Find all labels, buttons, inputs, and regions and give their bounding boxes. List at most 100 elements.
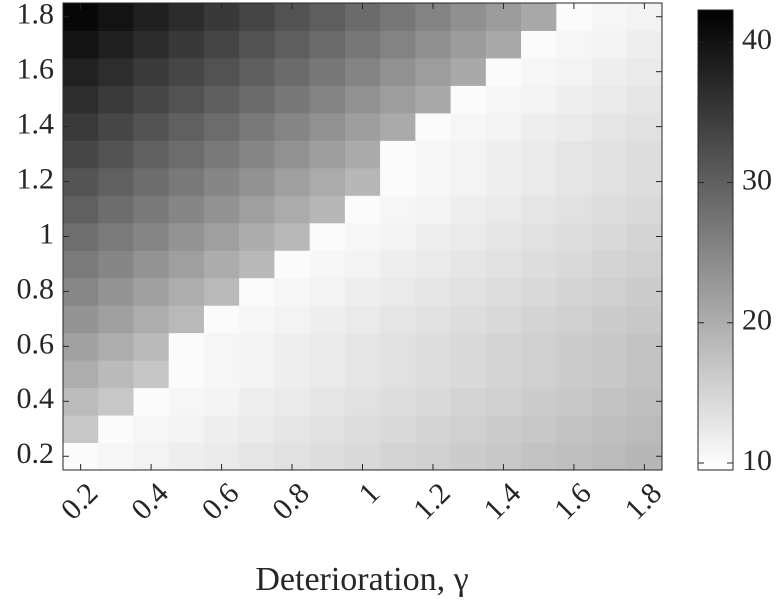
heatmap-cell (485, 167, 522, 196)
x-tick-label: 1 (352, 476, 386, 510)
heatmap-cell (133, 332, 170, 361)
heatmap-cell (626, 85, 663, 114)
y-tick-label: 0.8 (17, 272, 55, 305)
heatmap-cell (556, 387, 593, 416)
heatmap-cell (626, 415, 663, 444)
y-tick-label: 1.6 (17, 53, 55, 86)
heatmap-cell (521, 3, 557, 31)
heatmap-cell (450, 360, 487, 389)
heatmap-cell (63, 415, 99, 444)
heatmap-cell (309, 85, 346, 114)
heatmap-cell (415, 30, 452, 59)
heatmap-cell (98, 332, 134, 361)
heatmap-cell (591, 415, 628, 444)
heatmap-cell (168, 112, 205, 141)
heatmap-cell (168, 332, 205, 361)
heatmap-cell (344, 85, 381, 114)
heatmap-cell (239, 195, 275, 224)
heatmap-cell (415, 277, 452, 306)
heatmap-cell (380, 3, 416, 31)
heatmap-cell (344, 360, 381, 389)
heatmap-cell (521, 332, 557, 361)
heatmap-cell (450, 195, 487, 224)
heatmap-cell (98, 387, 134, 416)
heatmap-cell (344, 222, 381, 251)
heatmap-cell (450, 305, 487, 334)
heatmap-cell (98, 3, 134, 31)
heatmap-cell (98, 442, 134, 471)
heatmap-cell (380, 305, 416, 334)
heatmap-cell (63, 30, 99, 59)
heatmap-cell (98, 112, 134, 141)
heatmap-cell (98, 250, 134, 279)
colorbar-tick-label: 20 (742, 304, 772, 337)
heatmap-cell (98, 30, 134, 59)
heatmap-cell (239, 112, 275, 141)
heatmap-cell (344, 387, 381, 416)
x-tick-label: 0.8 (266, 476, 316, 526)
heatmap-cell (203, 112, 240, 141)
heatmap-cell (415, 415, 452, 444)
heatmap-cell (274, 360, 311, 389)
heatmap-cell (309, 277, 346, 306)
heatmap-cell (309, 57, 346, 86)
heatmap-cell (415, 57, 452, 86)
heatmap-cell (133, 57, 170, 86)
y-tick-label: 1 (39, 217, 54, 250)
heatmap-cell (344, 30, 381, 59)
heatmap-cell (485, 57, 522, 86)
heatmap-cell (98, 85, 134, 114)
heatmap-cell (485, 195, 522, 224)
heatmap-cell (168, 3, 205, 31)
x-tick-label: 1.4 (477, 476, 527, 526)
heatmap-cell (521, 305, 557, 334)
heatmap-cell (344, 332, 381, 361)
heatmap-cell (239, 250, 275, 279)
heatmap-cell (591, 3, 628, 31)
colorbar-tick-label: 10 (742, 444, 772, 477)
heatmap-cell (203, 167, 240, 196)
heatmap-cell (450, 250, 487, 279)
heatmap-cell (63, 250, 99, 279)
heatmap-cell (98, 277, 134, 306)
heatmap-cell (168, 85, 205, 114)
heatmap-cell (380, 332, 416, 361)
heatmap-cell (380, 112, 416, 141)
heatmap-cell (309, 195, 346, 224)
heatmap-cell (239, 360, 275, 389)
heatmap-cell (556, 222, 593, 251)
heatmap-cell (450, 3, 487, 31)
heatmap-cell (556, 360, 593, 389)
heatmap-cell (591, 442, 628, 471)
heatmap-cell (591, 167, 628, 196)
heatmap-cell (450, 442, 487, 471)
heatmap-cell (274, 57, 311, 86)
heatmap-cell (133, 305, 170, 334)
heatmap-cell (521, 250, 557, 279)
heatmap-cell (591, 250, 628, 279)
heatmap-cell (309, 387, 346, 416)
heatmap-cell (344, 112, 381, 141)
heatmap-cell (274, 30, 311, 59)
heatmap-cell (450, 30, 487, 59)
heatmap-cell (415, 332, 452, 361)
heatmap-cell (521, 57, 557, 86)
heatmap-cell (168, 140, 205, 169)
heatmap-cell (63, 140, 99, 169)
heatmap-cell (415, 85, 452, 114)
heatmap-cell (450, 167, 487, 196)
heatmap-cell (98, 167, 134, 196)
heatmap-cell (485, 112, 522, 141)
heatmap-cell (591, 140, 628, 169)
heatmap-cell (203, 195, 240, 224)
heatmap-cell (274, 250, 311, 279)
heatmap-cell (485, 250, 522, 279)
heatmap-cell (380, 387, 416, 416)
x-tick-label: 0.6 (196, 476, 246, 526)
heatmap-cell (274, 140, 311, 169)
heatmap-cell (203, 222, 240, 251)
heatmap-cell (521, 112, 557, 141)
heatmap-cell (168, 30, 205, 59)
heatmap-cell (239, 30, 275, 59)
heatmap-cell (168, 305, 205, 334)
